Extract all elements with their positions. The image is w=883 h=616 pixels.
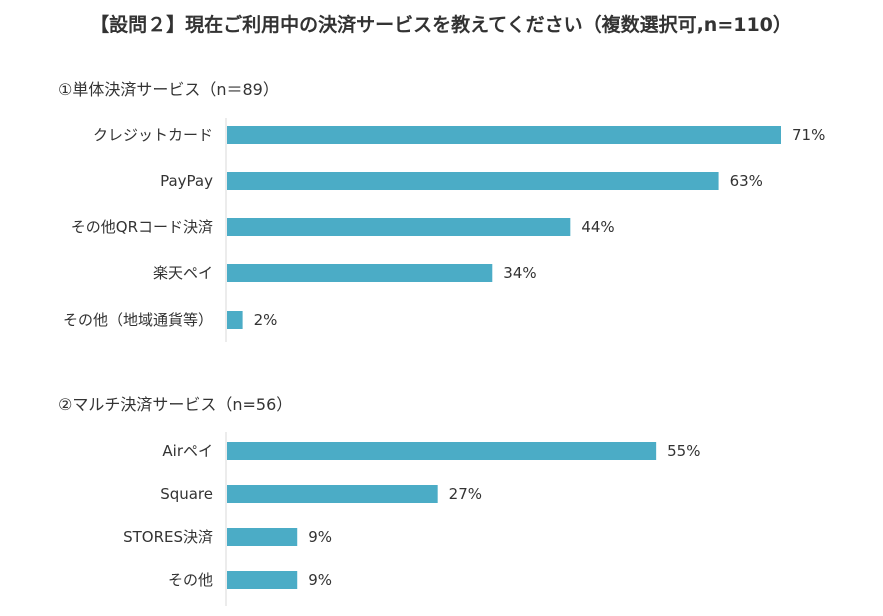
chart-2-title: ②マルチ決済サービス（n=56）: [58, 395, 292, 414]
chart-2-category-label: STORES決済: [123, 528, 213, 546]
chart-2-value-label: 9%: [308, 571, 332, 589]
chart-1-value-label: 44%: [581, 218, 614, 236]
chart-2-bar: [227, 485, 438, 503]
chart-1-bar: [227, 218, 571, 236]
chart-1-value-label: 63%: [730, 172, 763, 190]
chart-2-bar: [227, 571, 298, 589]
chart-2-value-label: 55%: [667, 442, 700, 460]
chart-1-category-label: その他QRコード決済: [71, 218, 213, 236]
chart-1-bar: [227, 311, 243, 329]
chart-1-title: ①単体決済サービス（n＝89）: [58, 80, 279, 99]
chart-1-category-label: クレジットカード: [93, 126, 213, 144]
chart-2-category-label: その他: [168, 571, 213, 589]
chart-2-value-label: 27%: [449, 485, 482, 503]
chart-2-bar: [227, 442, 657, 460]
chart-2-category-label: Square: [160, 485, 213, 503]
chart-1-bar: [227, 264, 493, 282]
chart-1-category-label: その他（地域通貨等）: [63, 311, 213, 329]
chart-1-value-label: 71%: [792, 126, 825, 144]
chart-2-value-label: 9%: [308, 528, 332, 546]
chart-2-bar: [227, 528, 298, 546]
chart-1-value-label: 34%: [503, 264, 536, 282]
chart-1-value-label: 2%: [254, 311, 278, 329]
chart-2-plot: Airペイ 55% Square 27% STORES決済 9% その他 9%: [123, 432, 700, 606]
chart-2-category-label: Airペイ: [162, 442, 213, 460]
chart-main-title: 【設問２】現在ご利用中の決済サービスを教えてください（複数選択可,n=110）: [90, 13, 792, 36]
chart-1-category-label: 楽天ペイ: [153, 264, 213, 282]
chart-1-bar: [227, 126, 781, 144]
chart-1-category-label: PayPay: [160, 172, 213, 190]
chart-1-bar: [227, 172, 719, 190]
chart-1-plot: クレジットカード 71% PayPay 63% その他QRコード決済 44% 楽天ペイ 34%…: [63, 118, 825, 342]
